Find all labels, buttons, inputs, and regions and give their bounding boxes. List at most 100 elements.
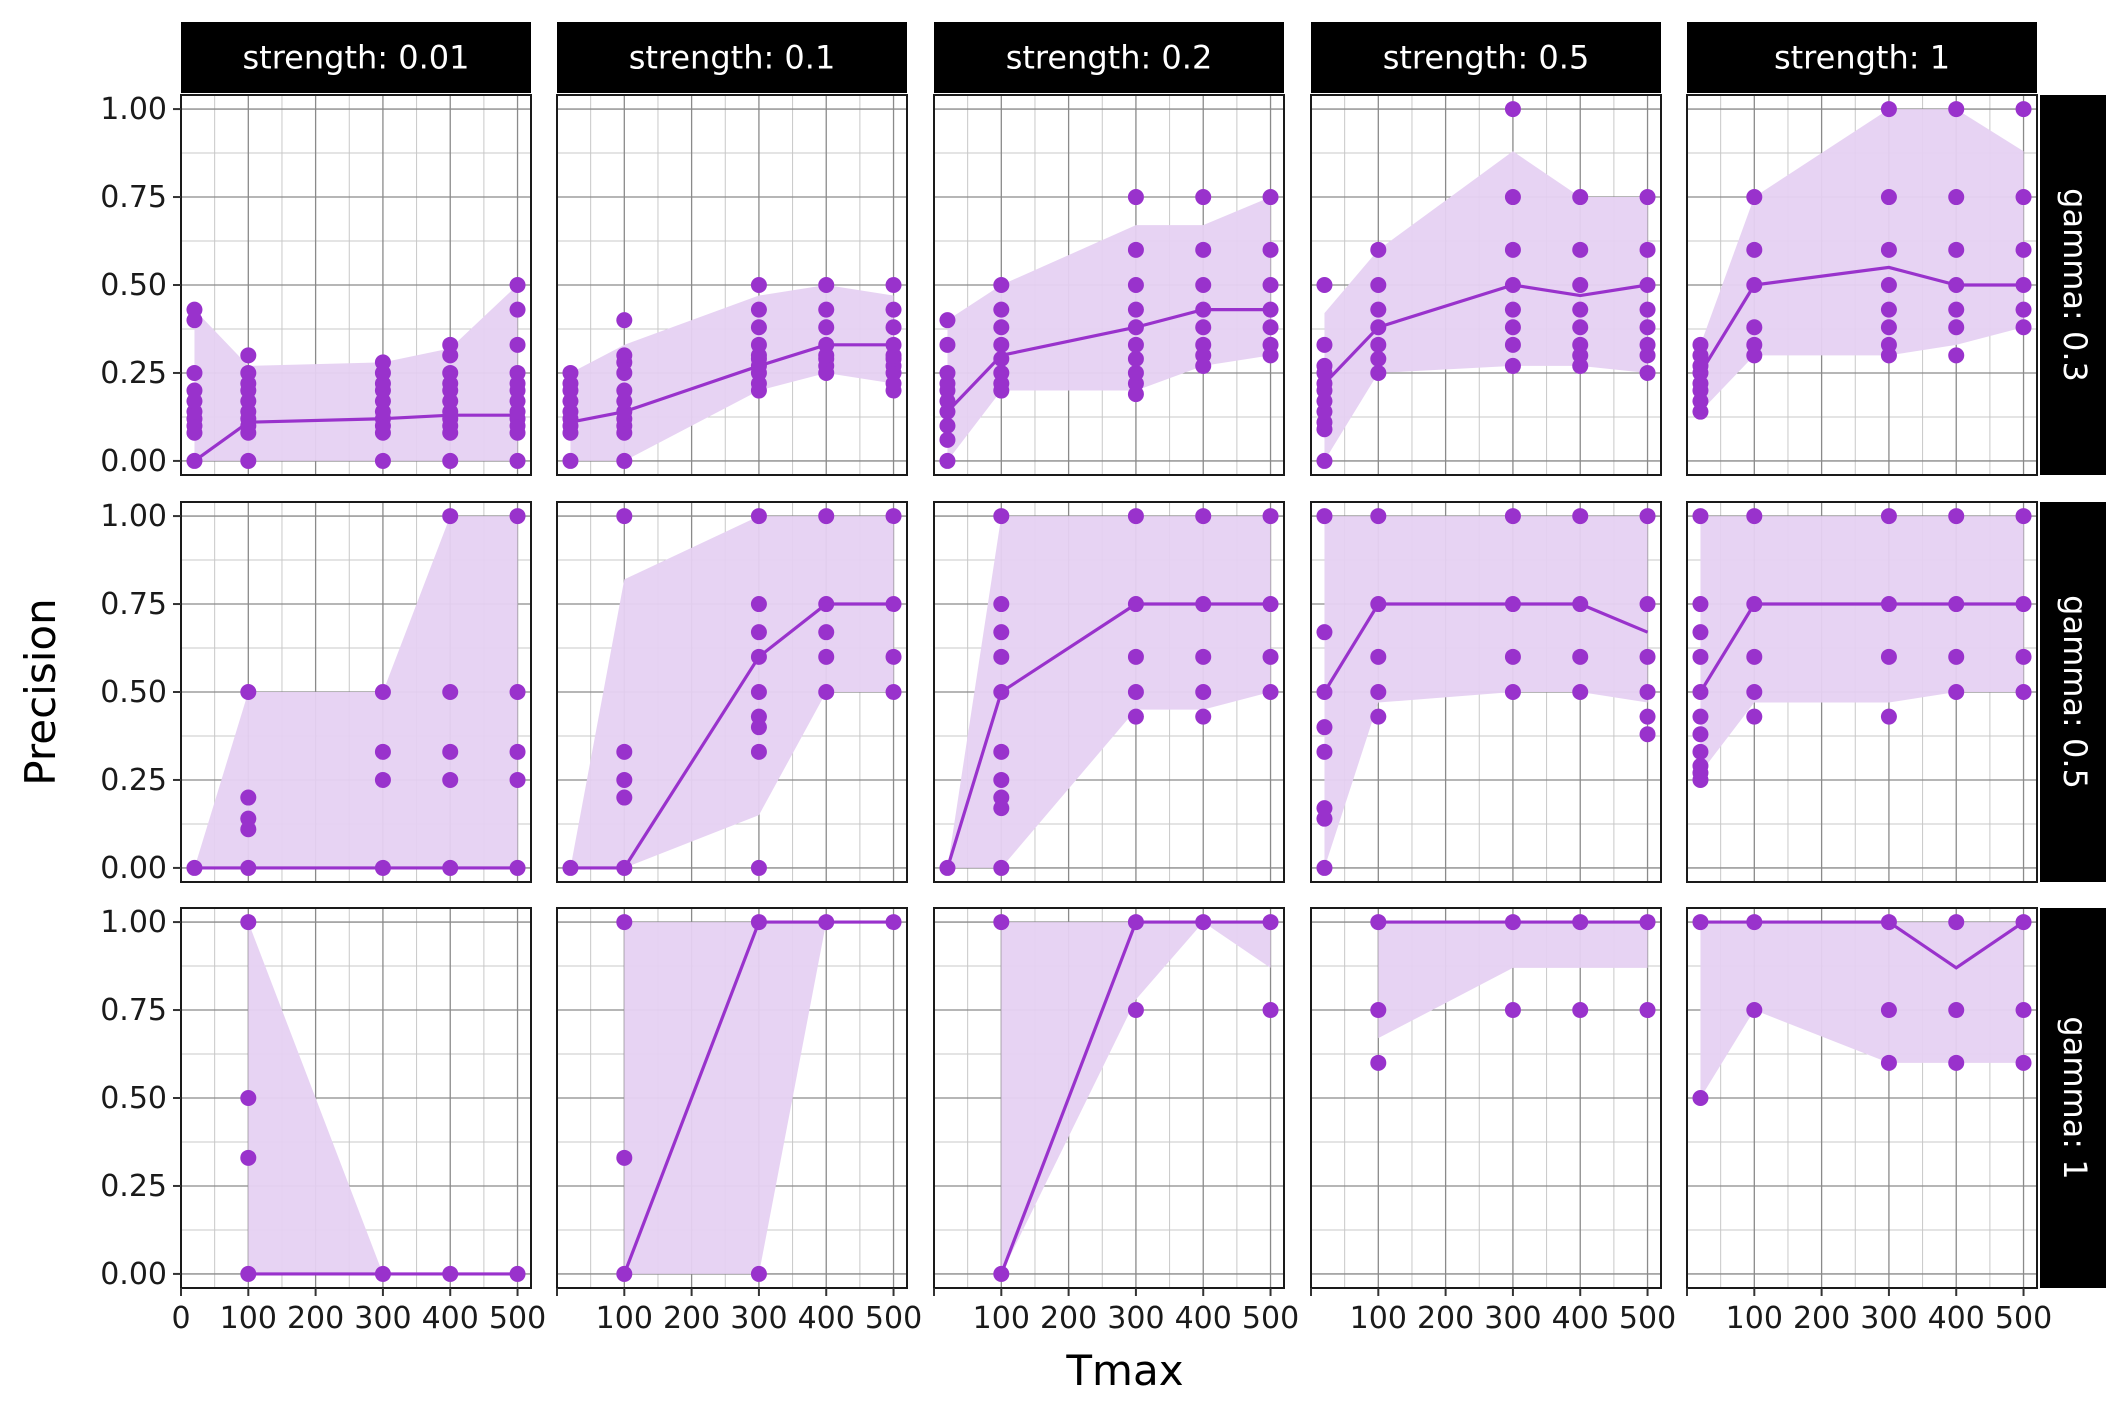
data-point xyxy=(1948,684,1965,700)
data-point xyxy=(993,277,1010,293)
data-point xyxy=(240,364,257,381)
data-point xyxy=(1880,319,1897,336)
panel-border xyxy=(1310,501,1662,883)
y-tick-label: 0.75 xyxy=(100,180,167,215)
data-point xyxy=(240,684,257,700)
y-tick-label: 0.75 xyxy=(100,993,167,1028)
data-point xyxy=(939,431,956,448)
data-point xyxy=(993,743,1010,760)
panel-r1-c2 xyxy=(933,501,1285,883)
data-point xyxy=(1880,708,1897,725)
data-point xyxy=(1639,726,1656,743)
data-point xyxy=(1948,914,1965,931)
data-point xyxy=(1692,596,1709,613)
col-strip-label: strength: 0.1 xyxy=(629,39,836,77)
col-strip-0: strength: 0.01 xyxy=(181,22,531,93)
data-point xyxy=(939,417,956,434)
data-point xyxy=(1639,319,1656,336)
data-point xyxy=(993,336,1010,353)
x-tick-label: 100 xyxy=(220,1301,277,1336)
data-point xyxy=(1692,624,1709,641)
data-point xyxy=(186,452,203,469)
data-point xyxy=(374,684,391,700)
data-point xyxy=(885,684,902,700)
data-point xyxy=(1639,708,1656,725)
data-point xyxy=(1504,684,1521,700)
data-point xyxy=(1746,648,1763,665)
data-point xyxy=(1504,914,1521,931)
data-point xyxy=(509,1265,526,1282)
data-point xyxy=(1504,1002,1521,1019)
x-tick-label: 200 xyxy=(1040,1301,1097,1336)
data-point xyxy=(1746,319,1763,336)
data-point xyxy=(442,336,459,353)
data-point xyxy=(509,684,526,700)
data-point xyxy=(1370,336,1387,353)
data-point xyxy=(939,859,956,876)
data-point xyxy=(818,508,835,525)
data-point xyxy=(1127,1002,1144,1019)
data-point xyxy=(750,648,767,665)
data-point xyxy=(1880,648,1897,665)
data-point xyxy=(616,347,633,364)
panel-r2-c1 xyxy=(556,907,908,1289)
data-point xyxy=(1746,596,1763,613)
data-point xyxy=(1572,277,1589,293)
data-point xyxy=(509,364,526,381)
data-point xyxy=(1692,684,1709,700)
row-strip-1: gamma: 0.5 xyxy=(2040,502,2106,882)
data-point xyxy=(509,452,526,469)
data-point xyxy=(1692,914,1709,931)
x-tick-label: 400 xyxy=(798,1301,855,1336)
data-point xyxy=(1316,452,1333,469)
data-point xyxy=(616,452,633,469)
data-point xyxy=(1572,301,1589,318)
panel-r2-c2 xyxy=(933,907,1285,1289)
confidence-ribbon xyxy=(248,922,518,1274)
data-point xyxy=(1746,189,1763,206)
y-axis-r2: 0.00 0.25 0.50 0.75 1.00 xyxy=(100,905,181,1292)
data-point xyxy=(1262,914,1279,931)
data-point xyxy=(1316,743,1333,760)
y-tick-label: 1.00 xyxy=(100,92,167,127)
panel-r1-c0 xyxy=(180,501,532,883)
data-point xyxy=(1880,914,1897,931)
data-point xyxy=(885,648,902,665)
row-strip-0: gamma: 0.3 xyxy=(2040,95,2106,475)
data-point xyxy=(1880,1002,1897,1019)
data-point xyxy=(1195,648,1212,665)
data-point xyxy=(1195,684,1212,700)
data-point xyxy=(1316,684,1333,700)
data-point xyxy=(885,508,902,525)
data-point xyxy=(1195,596,1212,613)
data-point xyxy=(616,771,633,788)
data-point xyxy=(509,336,526,353)
x-tick-label: 400 xyxy=(1552,1301,1609,1336)
data-point xyxy=(1262,596,1279,613)
data-point xyxy=(993,364,1010,381)
data-point xyxy=(1262,189,1279,206)
data-point xyxy=(939,312,956,329)
confidence-ribbon xyxy=(194,516,518,868)
data-point xyxy=(939,452,956,469)
data-point xyxy=(1572,508,1589,525)
data-point xyxy=(2015,189,2032,206)
data-point xyxy=(562,364,579,381)
data-point xyxy=(1572,241,1589,258)
data-point xyxy=(442,859,459,876)
data-point xyxy=(1639,648,1656,665)
panel-border xyxy=(1686,501,2038,883)
data-point xyxy=(1195,508,1212,525)
data-point xyxy=(1692,336,1709,353)
data-point xyxy=(616,859,633,876)
data-point xyxy=(818,277,835,293)
data-point xyxy=(2015,241,2032,258)
data-point xyxy=(750,336,767,353)
x-tick-label: 500 xyxy=(1619,1301,1676,1336)
x-tick-label: 500 xyxy=(1242,1301,1299,1336)
x-tick-label: 200 xyxy=(1793,1301,1850,1336)
data-point xyxy=(993,596,1010,613)
data-point xyxy=(750,708,767,725)
x-tick-label: 200 xyxy=(663,1301,720,1336)
